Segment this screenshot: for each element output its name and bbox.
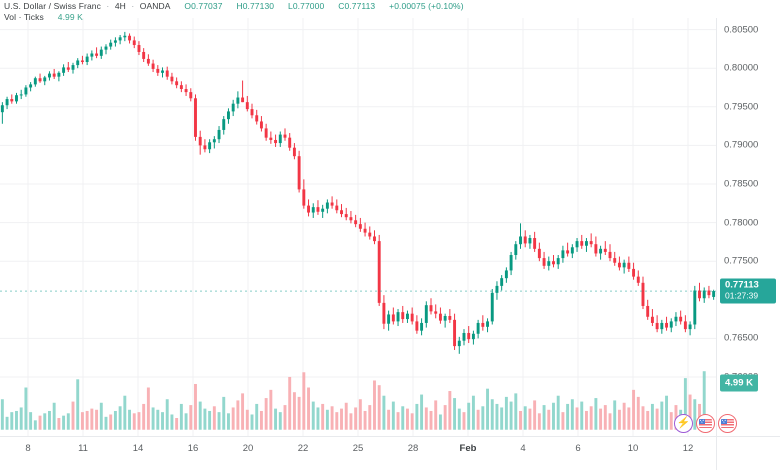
close-value: 0.77113 xyxy=(344,1,376,11)
open-label: O xyxy=(184,1,192,11)
time-tick: 28 xyxy=(407,443,419,454)
time-tick: 14 xyxy=(132,443,144,454)
flag-graphic-1 xyxy=(699,419,712,428)
time-tick: 12 xyxy=(682,443,694,454)
bolt-glyph: ⚡ xyxy=(676,417,691,429)
status-icon-group: ⚡ xyxy=(674,414,737,433)
price-tick: 0.80500 xyxy=(724,24,759,36)
price-change: +0.00075 (+0.10%) xyxy=(389,1,464,11)
high-value: 0.77130 xyxy=(242,1,275,11)
time-tick: 11 xyxy=(78,443,88,454)
flag-graphic-2 xyxy=(721,419,734,428)
axis-corner xyxy=(716,436,780,470)
price-tick: 0.80000 xyxy=(724,62,759,74)
open-value: 0.77037 xyxy=(191,1,223,11)
chart-gridlines xyxy=(0,18,716,436)
price-tick: 0.78500 xyxy=(724,178,759,190)
legend-sep-2: · xyxy=(131,1,135,11)
current-price-badge[interactable]: 0.77113 01:27:39 xyxy=(720,278,776,304)
low-label: L xyxy=(288,1,293,11)
time-tick: 25 xyxy=(352,443,364,454)
high-label: H xyxy=(236,1,243,11)
price-tick: 0.79000 xyxy=(724,139,759,151)
time-tick: 4 xyxy=(520,443,526,454)
time-tick: 16 xyxy=(187,443,199,454)
price-tick: 0.76500 xyxy=(724,332,759,344)
bar-countdown: 01:27:39 xyxy=(725,290,759,301)
close-label: C xyxy=(338,1,345,11)
price-tick: 0.79500 xyxy=(724,101,759,113)
time-tick: 20 xyxy=(242,443,254,454)
current-price-value: 0.77113 xyxy=(725,279,759,291)
chart-plot-area[interactable] xyxy=(0,18,716,436)
legend-sep-1: · xyxy=(106,1,110,11)
exchange-label[interactable]: OANDA xyxy=(139,1,171,11)
price-tick: 0.78000 xyxy=(724,217,759,229)
time-scale[interactable]: 8 11 14 16 20 22 25 28 Feb 4 6 10 12 xyxy=(0,436,716,470)
us-flag-icon-2[interactable] xyxy=(718,414,737,433)
interval-label[interactable]: 4H xyxy=(114,1,126,11)
price-tick: 0.77500 xyxy=(724,255,759,267)
time-tick: 10 xyxy=(627,443,639,454)
low-value: 0.77000 xyxy=(292,1,325,11)
time-tick: 8 xyxy=(25,443,31,454)
price-scale[interactable]: 0.80500 0.80000 0.79500 0.79000 0.78500 0.780… xyxy=(716,18,780,436)
time-tick: Feb xyxy=(459,443,477,454)
symbol-name[interactable]: U.S. Dollar / Swiss Franc xyxy=(4,1,101,11)
volume-badge[interactable]: 4.99 K xyxy=(720,374,758,392)
time-tick: 22 xyxy=(297,443,309,454)
us-flag-icon-1[interactable] xyxy=(696,414,715,433)
time-tick: 6 xyxy=(575,443,581,454)
candlestick-series xyxy=(0,31,716,430)
lightning-bolt-icon[interactable]: ⚡ xyxy=(674,414,693,433)
legend-symbol-row[interactable]: U.S. Dollar / Swiss Franc · 4H · OANDA O… xyxy=(4,0,464,11)
